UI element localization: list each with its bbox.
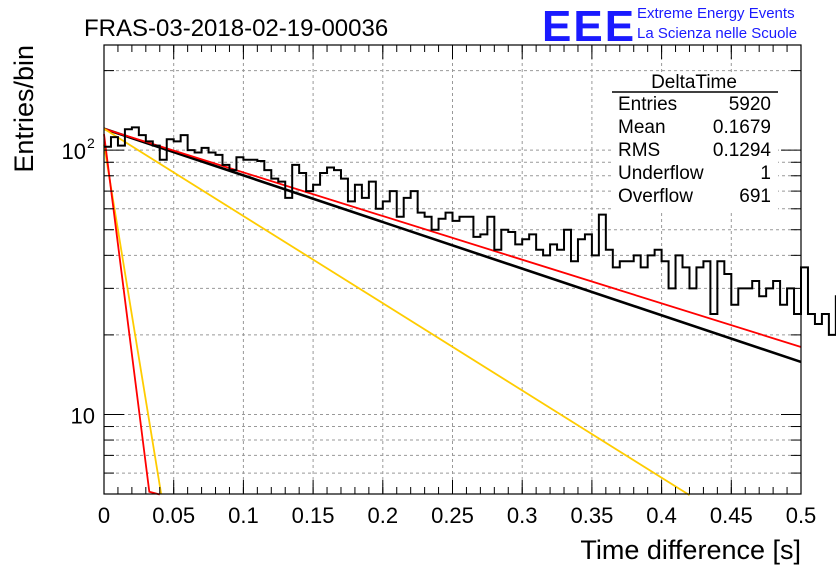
y-tick-label: 10 [71,403,95,428]
stats-box-background [612,72,778,210]
chart-title: FRAS-03-2018-02-19-00036 [84,15,388,42]
stats-value: 1 [760,163,771,184]
logo-letters: EEE [542,2,636,51]
y-tick-label-exponent: 2 [87,135,95,151]
stats-value: 0.1679 [713,117,771,138]
x-tick-label: 0.1 [228,503,259,528]
stats-rows: Entries 5920 Mean 0.1679 RMS 0.1294 Underflow 1… [618,94,771,207]
stats-label: Mean [618,117,666,138]
fit-line [103,127,802,348]
fit-line [103,127,802,364]
stats-box: DeltaTime Entries 5920 Mean 0.1679 RMS 0.1294… [612,72,778,210]
x-tick-label: 0.15 [292,503,335,528]
histogram-steps [104,126,836,336]
y-axis-label: Entries/bin [9,45,39,173]
fit-line [103,128,690,496]
plot-frame [103,44,802,495]
stats-label: Underflow [618,163,704,184]
x-tick-label: 0.2 [368,503,399,528]
stats-value: 691 [739,186,771,207]
x-tick-label: 0.45 [710,503,753,528]
fit-curves [103,127,802,496]
x-tick-label: 0.05 [152,503,195,528]
stats-label: Overflow [618,186,693,207]
logo-line2: La Scienza nelle Scuole [637,25,797,42]
x-tick-label: 0.4 [646,503,677,528]
stats-value: 0.1294 [713,140,772,161]
stats-label: RMS [618,140,660,161]
x-tick-label: 0.25 [431,503,474,528]
x-tick-label: 0 [98,503,110,528]
x-tick-label: 0.5 [786,503,817,528]
x-axis-label: Time difference [s] [580,535,801,565]
eee-logo: EEE Extreme Energy Events La Scienza nel… [542,2,797,51]
x-tick-label: 0.35 [570,503,613,528]
axis-ticks [103,45,802,494]
y-tick-label: 10 [62,139,86,164]
x-tick-labels: 0 0.05 0.1 0.15 0.2 0.25 0.3 0.35 0.4 0.45 0.5 [98,503,816,528]
x-tick-label: 0.3 [507,503,538,528]
logo-line1: Extreme Energy Events [637,5,795,22]
stats-label: Entries [618,94,677,115]
stats-box-title: DeltaTime [651,72,737,93]
stats-value: 5920 [729,94,771,115]
